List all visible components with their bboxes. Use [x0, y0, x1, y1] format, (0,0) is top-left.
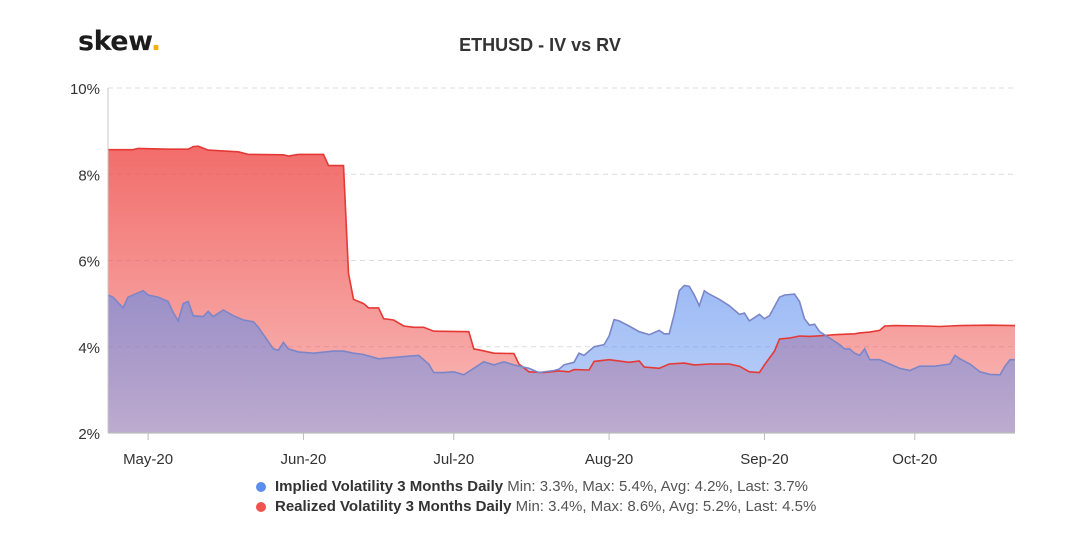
- y-tick-label-2: 6%: [78, 254, 100, 271]
- y-tick-label-3: 8%: [78, 167, 100, 184]
- legend-label-realized: Realized Volatility 3 Months Daily: [275, 498, 512, 515]
- legend-stats-implied: Min: 3.3%, Max: 5.4%, Avg: 4.2%, Last: 3…: [507, 478, 808, 495]
- legend-stats-realized: Min: 3.4%, Max: 8.6%, Avg: 5.2%, Last: 4…: [515, 498, 817, 515]
- legend-label-implied: Implied Volatility 3 Months Daily: [275, 478, 504, 495]
- chart-title: ETHUSD - IV vs RV: [459, 35, 621, 55]
- y-tick-label-1: 4%: [78, 340, 100, 357]
- realized-volatility-line: [108, 145, 1016, 374]
- legend-item-realized[interactable]: Realized Volatility 3 Months Daily Min: …: [256, 497, 816, 517]
- x-tick-label-0: May-20: [123, 451, 173, 468]
- skew-logo: skew.: [78, 26, 161, 57]
- y-tick-label-0: 2%: [78, 426, 100, 443]
- implied-volatility-line: [107, 284, 1015, 376]
- legend-item-implied[interactable]: Implied Volatility 3 Months Daily Min: 3…: [256, 477, 816, 497]
- x-tick-label-1: Jun-20: [280, 451, 326, 468]
- x-tick-label-4: Sep-20: [740, 451, 788, 468]
- implied-volatility-area: [108, 285, 1015, 433]
- x-tick-label-3: Aug-20: [585, 451, 633, 468]
- y-tick-label-4: 10%: [70, 81, 100, 98]
- x-tick-label-5: Oct-20: [892, 451, 937, 468]
- legend-dot-implied: [256, 482, 266, 492]
- chart-legend: Implied Volatility 3 Months Daily Min: 3…: [256, 477, 816, 517]
- legend-dot-realized: [256, 502, 266, 512]
- x-tick-label-2: Jul-20: [433, 451, 474, 468]
